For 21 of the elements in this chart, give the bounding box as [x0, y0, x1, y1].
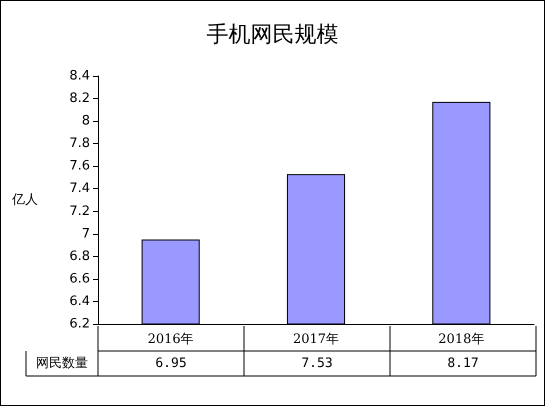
y-tick-label: 6.2: [69, 316, 90, 332]
y-tick-label: 6.4: [69, 294, 90, 309]
y-axis-title: 亿人: [11, 192, 38, 208]
data-label: 8.17: [447, 356, 479, 371]
y-tick-label: 6.6: [69, 271, 90, 286]
y-tick-label: 8.2: [69, 91, 90, 106]
y-tick-label: 7: [82, 226, 90, 242]
y-tick-label: 7.8: [69, 136, 90, 152]
y-tick-label: 8: [82, 114, 90, 129]
y-tick-label: 8.4: [69, 68, 90, 84]
x-tick-label: 2018年: [438, 332, 484, 347]
y-tick-label: 7.2: [69, 204, 90, 219]
x-tick-label: 2016年: [148, 332, 194, 347]
y-tick-label: 6.8: [69, 248, 90, 264]
x-tick-label: 2017年: [292, 332, 340, 347]
data-label: 7.53: [301, 356, 333, 371]
legend-label: 网民数量: [36, 356, 88, 371]
y-tick-label: 7.6: [69, 158, 90, 174]
y-tick-label: 7.4: [69, 181, 90, 196]
data-label: 6.95: [155, 356, 187, 371]
chart-title: 手机网民规模: [206, 22, 338, 48]
